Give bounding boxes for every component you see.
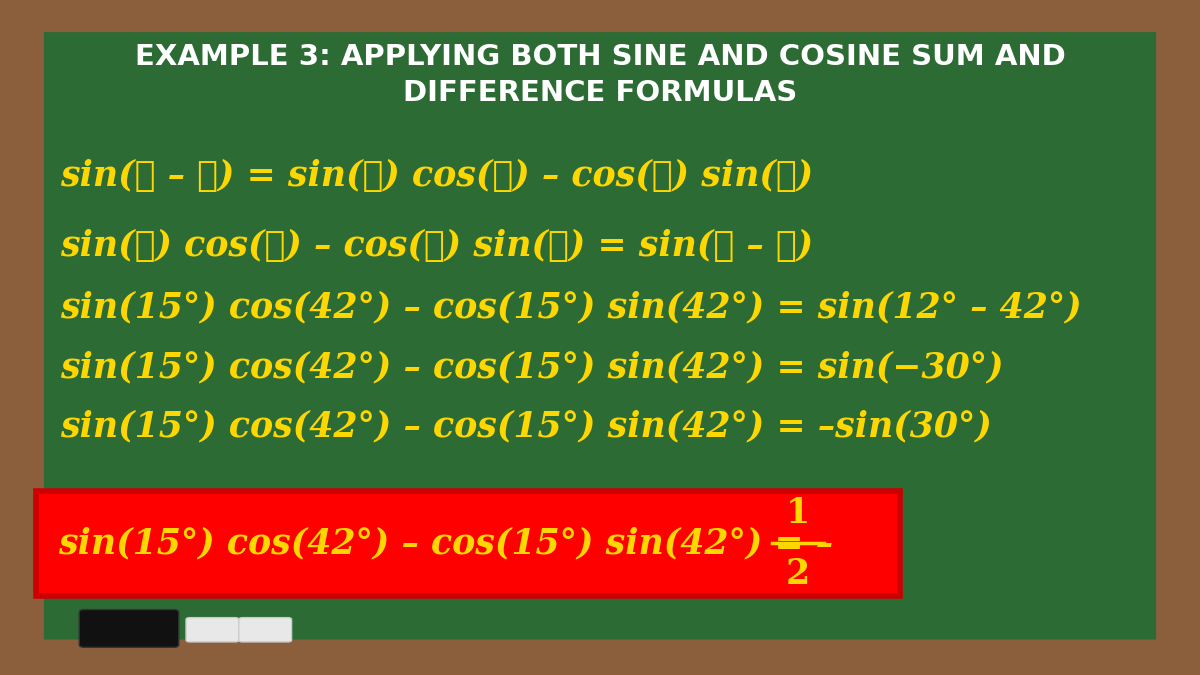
Text: 2: 2 (786, 557, 810, 591)
Text: sin(𝑢) cos(𝑣) – cos(𝑢) sin(𝑣) = sin(𝑢 – 𝑣): sin(𝑢) cos(𝑣) – cos(𝑢) sin(𝑣) = sin(𝑢 – … (60, 230, 814, 263)
Text: sin(15°) cos(42°) – cos(15°) sin(42°) = sin(12° – 42°): sin(15°) cos(42°) – cos(15°) sin(42°) = … (60, 290, 1081, 324)
Text: EXAMPLE 3: APPLYING BOTH SINE AND COSINE SUM AND: EXAMPLE 3: APPLYING BOTH SINE AND COSINE… (134, 43, 1066, 72)
Text: sin(15°) cos(42°) – cos(15°) sin(42°) = sin(−30°): sin(15°) cos(42°) – cos(15°) sin(42°) = … (60, 351, 1003, 385)
Text: sin(15°) cos(42°) – cos(15°) sin(42°) = –: sin(15°) cos(42°) – cos(15°) sin(42°) = … (58, 526, 833, 560)
FancyBboxPatch shape (239, 618, 292, 642)
Text: DIFFERENCE FORMULAS: DIFFERENCE FORMULAS (403, 79, 797, 107)
FancyBboxPatch shape (30, 18, 1170, 653)
Text: sin(𝑢 – 𝑣) = sin(𝑢) cos(𝑣) – cos(𝑢) sin(𝑣): sin(𝑢 – 𝑣) = sin(𝑢) cos(𝑣) – cos(𝑢) sin(… (60, 159, 814, 192)
Text: sin(15°) cos(42°) – cos(15°) sin(42°) = –sin(30°): sin(15°) cos(42°) – cos(15°) sin(42°) = … (60, 410, 992, 443)
FancyBboxPatch shape (79, 610, 179, 647)
FancyBboxPatch shape (36, 491, 900, 596)
FancyBboxPatch shape (186, 618, 239, 642)
Text: 1: 1 (786, 496, 810, 530)
